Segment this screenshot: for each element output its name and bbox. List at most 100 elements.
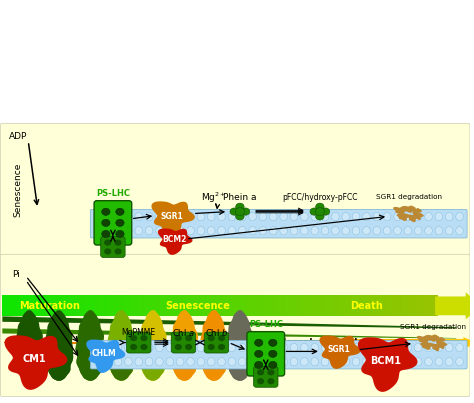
Polygon shape bbox=[107, 310, 136, 381]
Bar bbox=[349, 339, 351, 347]
Bar bbox=[335, 339, 337, 347]
Bar bbox=[285, 295, 287, 316]
Bar bbox=[295, 295, 297, 316]
Ellipse shape bbox=[187, 343, 194, 352]
Bar bbox=[130, 341, 132, 345]
Bar bbox=[94, 295, 96, 316]
Bar bbox=[371, 339, 373, 347]
Bar bbox=[340, 339, 342, 347]
Bar bbox=[346, 339, 348, 347]
Polygon shape bbox=[438, 342, 447, 349]
Bar bbox=[191, 341, 193, 345]
Bar bbox=[102, 342, 104, 344]
Circle shape bbox=[175, 335, 182, 341]
Bar bbox=[290, 340, 292, 346]
Bar bbox=[75, 295, 77, 316]
Bar bbox=[409, 295, 410, 316]
Ellipse shape bbox=[414, 212, 422, 221]
Bar bbox=[33, 342, 35, 344]
Bar bbox=[52, 342, 54, 344]
Bar bbox=[284, 340, 286, 346]
Bar bbox=[201, 341, 203, 345]
Ellipse shape bbox=[114, 357, 122, 366]
FancyBboxPatch shape bbox=[91, 210, 467, 238]
Bar bbox=[156, 341, 158, 345]
Bar bbox=[81, 295, 82, 316]
Bar bbox=[237, 295, 239, 316]
Ellipse shape bbox=[270, 357, 277, 366]
Circle shape bbox=[104, 248, 111, 255]
Bar bbox=[216, 295, 218, 316]
Bar bbox=[192, 295, 194, 316]
Ellipse shape bbox=[135, 226, 143, 235]
Bar bbox=[205, 341, 207, 345]
Ellipse shape bbox=[363, 212, 370, 221]
Bar bbox=[328, 339, 330, 347]
Bar bbox=[53, 295, 55, 316]
Bar bbox=[28, 295, 30, 316]
Ellipse shape bbox=[135, 357, 143, 366]
Bar bbox=[264, 340, 265, 346]
Bar bbox=[228, 341, 230, 345]
Ellipse shape bbox=[249, 212, 256, 221]
Ellipse shape bbox=[404, 343, 411, 352]
Bar bbox=[361, 295, 363, 316]
Bar bbox=[219, 341, 220, 345]
Polygon shape bbox=[170, 310, 199, 381]
Text: Death: Death bbox=[351, 301, 383, 311]
Bar bbox=[168, 295, 170, 316]
Polygon shape bbox=[393, 206, 408, 216]
Bar bbox=[330, 339, 332, 347]
Bar bbox=[230, 295, 232, 316]
Bar bbox=[400, 295, 401, 316]
Ellipse shape bbox=[311, 343, 319, 352]
Bar bbox=[368, 295, 370, 316]
FancyBboxPatch shape bbox=[247, 332, 284, 376]
Bar bbox=[208, 295, 210, 316]
Circle shape bbox=[130, 335, 137, 341]
Polygon shape bbox=[138, 310, 167, 381]
Bar bbox=[127, 295, 129, 316]
Circle shape bbox=[208, 335, 215, 341]
Bar bbox=[117, 295, 119, 316]
Bar bbox=[252, 340, 254, 346]
Bar bbox=[185, 295, 187, 316]
Ellipse shape bbox=[270, 343, 277, 352]
Bar bbox=[185, 341, 187, 345]
Bar bbox=[38, 342, 41, 344]
Text: Chlorophyll breakdown: Chlorophyll breakdown bbox=[271, 338, 388, 347]
Bar bbox=[336, 295, 338, 316]
Ellipse shape bbox=[373, 226, 381, 235]
Bar bbox=[317, 340, 319, 346]
Bar bbox=[26, 342, 27, 344]
Ellipse shape bbox=[280, 343, 287, 352]
Ellipse shape bbox=[321, 212, 329, 221]
Bar bbox=[147, 341, 149, 345]
Ellipse shape bbox=[93, 226, 101, 235]
Bar bbox=[81, 342, 82, 344]
Bar bbox=[245, 295, 246, 316]
Bar bbox=[276, 295, 278, 316]
Bar bbox=[153, 295, 155, 316]
Bar bbox=[424, 339, 426, 347]
Bar bbox=[173, 341, 175, 345]
Bar bbox=[240, 340, 242, 346]
Bar bbox=[195, 295, 197, 316]
Bar bbox=[55, 295, 56, 316]
Bar bbox=[253, 295, 255, 316]
Bar bbox=[426, 339, 428, 347]
Bar bbox=[128, 341, 130, 345]
Text: CM1: CM1 bbox=[22, 354, 46, 364]
Bar bbox=[339, 295, 341, 316]
Bar bbox=[153, 341, 155, 345]
Ellipse shape bbox=[446, 226, 453, 235]
Bar bbox=[390, 339, 392, 347]
Bar bbox=[284, 295, 286, 316]
Bar bbox=[361, 339, 363, 347]
Bar bbox=[345, 339, 346, 347]
Bar bbox=[297, 340, 299, 346]
Bar bbox=[114, 341, 116, 345]
Bar bbox=[78, 342, 80, 344]
Bar bbox=[73, 342, 75, 344]
Bar bbox=[172, 341, 174, 345]
